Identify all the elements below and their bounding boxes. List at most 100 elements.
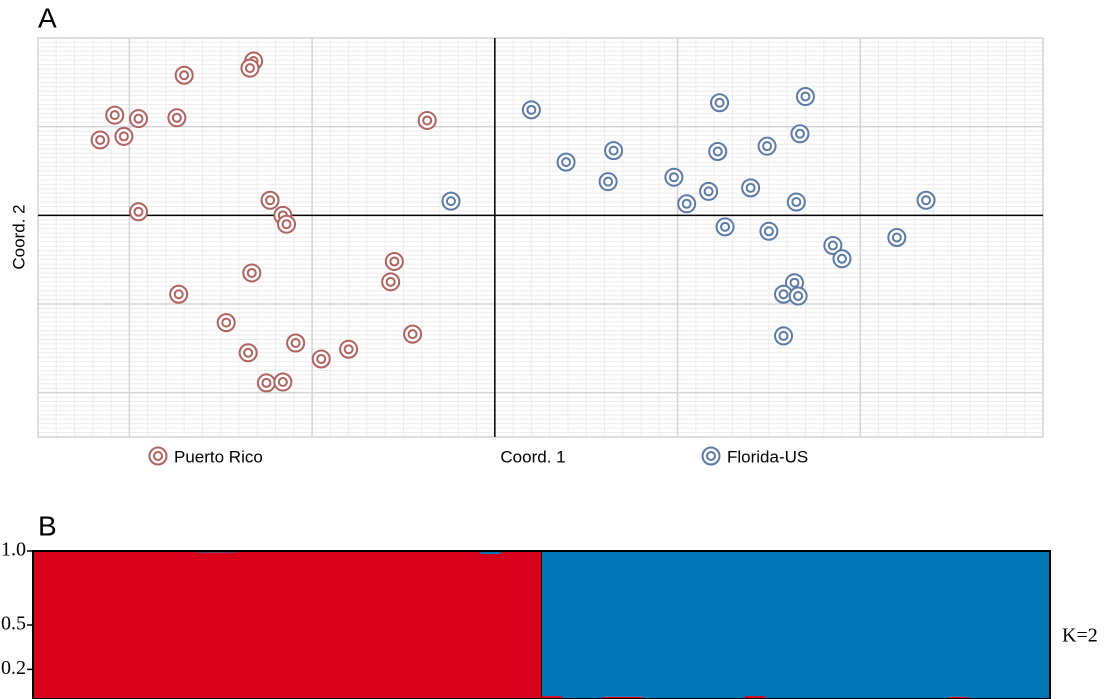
bar-segment bbox=[643, 551, 665, 699]
marker-outer bbox=[114, 126, 134, 146]
point bbox=[708, 141, 728, 161]
marker-outer bbox=[521, 100, 541, 120]
marker-inner bbox=[800, 91, 811, 102]
y-axis-label: Coord. 2 bbox=[9, 204, 28, 269]
point bbox=[286, 333, 306, 353]
marker-inner bbox=[706, 451, 716, 461]
point bbox=[916, 190, 936, 210]
marker-outer bbox=[701, 446, 721, 466]
marker-inner bbox=[668, 172, 679, 183]
marker-inner bbox=[265, 195, 276, 206]
marker-outer bbox=[759, 221, 779, 241]
marker-inner bbox=[681, 198, 692, 209]
marker-outer bbox=[604, 141, 624, 161]
marker-outer bbox=[240, 58, 260, 78]
point bbox=[129, 202, 148, 222]
point bbox=[741, 178, 761, 198]
marker-inner bbox=[277, 377, 288, 388]
legend-label: Puerto Rico bbox=[174, 447, 263, 466]
marker-outer bbox=[148, 446, 168, 466]
bar-segment bbox=[683, 551, 705, 699]
point bbox=[823, 235, 843, 255]
marker-outer bbox=[715, 217, 735, 237]
marker-inner bbox=[95, 134, 106, 145]
marker-outer bbox=[556, 152, 576, 172]
panel-label: A bbox=[38, 2, 57, 33]
marker-outer bbox=[774, 326, 794, 346]
marker-inner bbox=[714, 97, 725, 108]
bar-segment bbox=[561, 551, 583, 699]
point bbox=[441, 191, 461, 211]
bar-segment bbox=[216, 552, 237, 699]
marker-outer bbox=[169, 284, 189, 304]
bar-segment bbox=[866, 551, 888, 699]
point bbox=[242, 263, 262, 283]
marker-inner bbox=[389, 256, 400, 267]
marker-inner bbox=[745, 182, 756, 193]
bar-segment bbox=[765, 551, 787, 699]
point bbox=[710, 93, 730, 113]
bar-segment bbox=[439, 551, 461, 699]
annotation: K=2 bbox=[1062, 625, 1098, 647]
marker-inner bbox=[445, 196, 456, 207]
bar-segment bbox=[236, 551, 258, 699]
bar-segment bbox=[175, 551, 197, 699]
bar-segment bbox=[134, 551, 156, 699]
marker-outer bbox=[916, 190, 936, 210]
marker-outer bbox=[384, 251, 404, 271]
point bbox=[277, 214, 297, 234]
bar-segment bbox=[195, 552, 217, 699]
marker-inner bbox=[827, 240, 838, 251]
legend-label: Florida-US bbox=[727, 447, 808, 466]
marker-outer bbox=[598, 172, 618, 192]
bar-segment bbox=[622, 551, 644, 697]
point bbox=[521, 100, 541, 120]
marker-inner bbox=[603, 176, 614, 187]
point bbox=[699, 181, 719, 201]
point bbox=[790, 124, 810, 144]
marker-inner bbox=[171, 112, 182, 123]
marker-outer bbox=[741, 178, 761, 198]
panel-label: B bbox=[38, 510, 57, 541]
point bbox=[795, 87, 815, 107]
marker-outer bbox=[339, 339, 359, 359]
x-axis-label: Coord. 1 bbox=[500, 447, 565, 466]
bar-segment bbox=[582, 551, 604, 699]
marker-outer bbox=[238, 343, 258, 363]
bar-segment bbox=[744, 551, 766, 697]
point bbox=[216, 313, 236, 333]
marker-inner bbox=[422, 115, 433, 126]
bar-segment bbox=[521, 551, 542, 699]
bar-segment bbox=[378, 551, 400, 699]
marker-outer bbox=[699, 181, 719, 201]
marker-outer bbox=[216, 313, 236, 333]
marker-inner bbox=[793, 291, 804, 302]
point bbox=[169, 284, 189, 304]
point bbox=[417, 110, 437, 130]
marker-outer bbox=[129, 202, 148, 222]
bar-segment bbox=[480, 553, 502, 699]
marker-inner bbox=[179, 70, 190, 81]
point bbox=[757, 136, 777, 156]
marker-outer bbox=[832, 249, 852, 269]
marker-inner bbox=[921, 195, 932, 206]
marker-inner bbox=[763, 226, 774, 237]
bar-segment bbox=[744, 696, 766, 699]
marker-outer bbox=[381, 272, 401, 292]
bar-segment bbox=[1029, 551, 1051, 699]
bar-segment bbox=[907, 551, 929, 699]
marker-outer bbox=[823, 235, 843, 255]
point bbox=[774, 326, 794, 346]
point bbox=[664, 167, 684, 187]
bar-segment bbox=[419, 551, 441, 699]
marker-inner bbox=[133, 113, 144, 124]
bar-segment bbox=[277, 551, 298, 699]
marker-outer bbox=[708, 141, 728, 161]
bar-segment bbox=[826, 551, 848, 699]
marker-outer bbox=[105, 105, 125, 125]
marker-outer bbox=[887, 228, 907, 247]
marker-inner bbox=[608, 145, 619, 156]
marker-inner bbox=[789, 277, 800, 288]
legend-marker bbox=[148, 446, 168, 466]
